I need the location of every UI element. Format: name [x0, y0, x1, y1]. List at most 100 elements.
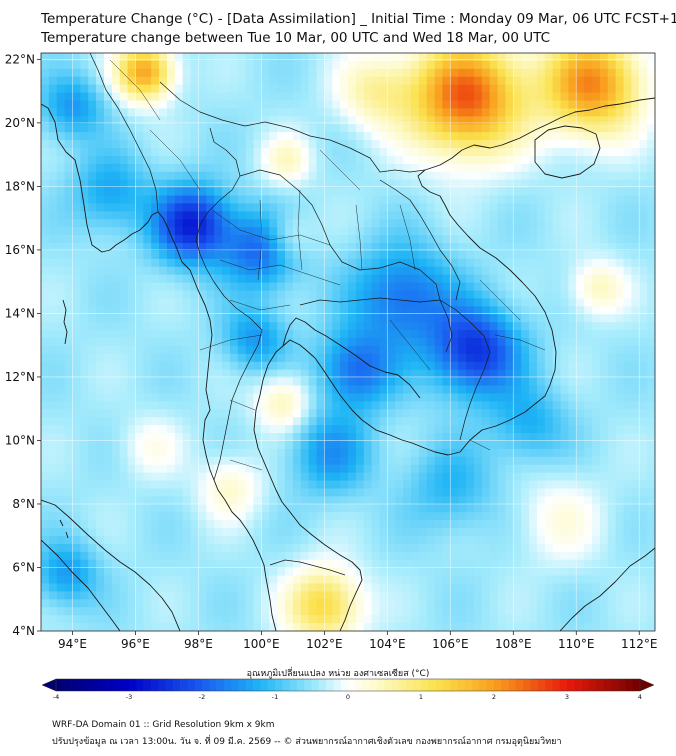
field-cell [568, 345, 577, 355]
field-cell [119, 504, 129, 513]
field-cell [56, 203, 66, 212]
field-cell [418, 361, 428, 371]
field-cell [560, 353, 570, 363]
field-cell [489, 448, 499, 458]
field-cell [592, 456, 601, 466]
field-cell [340, 116, 349, 125]
field-cell [96, 338, 105, 347]
field-cell [159, 250, 168, 260]
field-cell [458, 504, 467, 513]
field-cell [340, 266, 349, 276]
field-cell [222, 266, 231, 276]
field-cell [379, 53, 388, 62]
field-cell [568, 243, 577, 252]
field-cell [615, 322, 625, 331]
field-cell [560, 433, 570, 442]
field-cell [80, 322, 89, 331]
field-cell [607, 528, 617, 537]
field-cell [88, 163, 97, 173]
field-cell [316, 543, 325, 553]
field-cell [261, 306, 270, 315]
field-cell [529, 353, 538, 363]
field-cell [348, 68, 357, 78]
field-cell [631, 266, 640, 276]
field-cell [560, 60, 570, 70]
field-cell [245, 187, 255, 197]
field-cell [505, 496, 514, 505]
field-cell [269, 496, 278, 505]
field-cell [568, 440, 577, 450]
field-cell [96, 298, 105, 307]
field-cell [403, 274, 412, 284]
field-cell [72, 298, 81, 307]
field-cell [458, 132, 467, 141]
field-cell [253, 353, 263, 363]
field-cell [151, 338, 160, 347]
field-cell [639, 417, 648, 426]
field-cell [80, 480, 89, 490]
field-cell [135, 148, 144, 157]
field-cell [544, 401, 554, 410]
field-cell [277, 116, 286, 125]
field-cell [348, 512, 357, 521]
field-cell [513, 290, 522, 300]
field-cell [103, 433, 113, 442]
field-cell [489, 203, 499, 212]
field-cell [544, 163, 554, 173]
field-cell [277, 243, 286, 252]
field-cell [639, 488, 648, 497]
field-cell [166, 116, 176, 125]
field-cell [639, 282, 648, 292]
field-cell [466, 448, 475, 458]
field-cell [497, 187, 507, 197]
field-cell [80, 179, 89, 189]
field-cell [371, 282, 381, 292]
field-cell [222, 298, 231, 307]
field-cell [576, 543, 585, 553]
field-cell [418, 84, 428, 94]
field-cell [222, 116, 231, 125]
field-cell [536, 124, 546, 133]
field-cell [639, 480, 648, 490]
field-cell [371, 488, 381, 497]
field-cell [426, 290, 436, 300]
field-cell [371, 369, 381, 379]
field-cell [119, 108, 129, 117]
field-cell [395, 250, 404, 260]
field-cell [348, 338, 357, 347]
field-cell [316, 504, 325, 513]
field-cell [103, 171, 113, 181]
field-cell [355, 84, 365, 94]
field-cell [174, 124, 184, 133]
field-cell [387, 393, 396, 402]
field-cell [300, 330, 310, 339]
field-cell [607, 417, 617, 426]
field-cell [151, 203, 160, 212]
field-cell [536, 298, 546, 307]
field-cell [403, 472, 412, 482]
field-cell [245, 448, 255, 458]
field-cell [159, 203, 168, 212]
field-cell [560, 504, 570, 513]
field-cell [332, 496, 341, 505]
field-cell [324, 211, 333, 220]
field-cell [529, 219, 538, 228]
field-cell [363, 68, 373, 78]
field-cell [395, 361, 404, 371]
field-cell [340, 195, 349, 205]
field-cell [536, 322, 546, 331]
field-cell [332, 140, 341, 149]
field-cell [72, 345, 81, 355]
field-cell [190, 353, 200, 363]
field-cell [324, 314, 333, 323]
field-cell [292, 322, 302, 331]
field-cell [159, 480, 168, 490]
field-cell [544, 211, 554, 220]
field-cell [151, 235, 160, 244]
field-cell [607, 290, 617, 300]
field-cell [277, 187, 286, 197]
field-cell [615, 409, 625, 418]
field-cell [174, 148, 184, 157]
field-cell [434, 464, 444, 474]
field-cell [340, 456, 349, 466]
